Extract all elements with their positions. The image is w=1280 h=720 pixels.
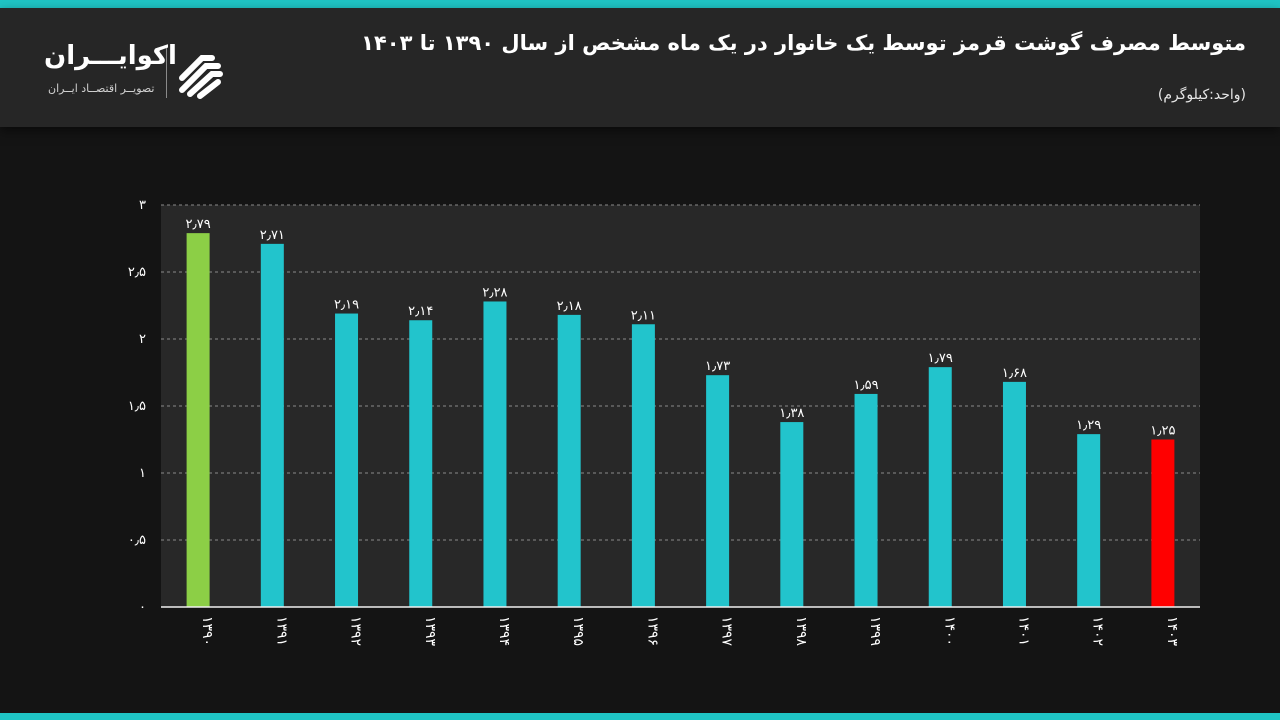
bar-value-label: ۲٫۲۸ (482, 285, 507, 300)
x-tick-label: ۱۳۹۶ (644, 616, 660, 646)
bar (557, 314, 581, 607)
bar-value-label: ۲٫۱۹ (334, 298, 359, 313)
bar (1077, 434, 1101, 607)
x-tick-label: ۱۳۹۷ (719, 616, 735, 647)
y-tick-label: ۲٫۵ (128, 265, 146, 280)
bar-value-label: ۱٫۵۹ (853, 378, 878, 393)
brand-logo-icon (179, 55, 223, 99)
x-tick-label: ۱۴۰۱ (1015, 616, 1031, 646)
bar (1151, 439, 1175, 607)
x-tick-label: ۱۳۹۹ (867, 616, 883, 646)
bar (854, 393, 878, 607)
bar-value-label: ۱٫۷۳ (705, 359, 730, 374)
bar (928, 367, 952, 607)
brand-tagline: تصویــر اقتصــاد ایــران (48, 82, 155, 95)
y-tick-label: ۰٫۵ (128, 533, 146, 548)
bar-value-label: ۱٫۷۹ (928, 351, 953, 366)
x-tick-label: ۱۴۰۰ (941, 616, 957, 646)
bar (483, 301, 507, 607)
x-tick-label: ۱۳۹۲ (348, 616, 364, 646)
bar (409, 320, 433, 607)
brand-divider (166, 48, 167, 98)
bar (186, 233, 210, 607)
bar-value-label: ۲٫۱۱ (631, 308, 656, 323)
x-tick-label: ۱۳۹۸ (793, 616, 809, 647)
top-accent-strip (0, 0, 1280, 8)
bar-value-label: ۱٫۲۹ (1076, 418, 1101, 433)
x-tick-label: ۱۳۹۴ (496, 616, 512, 646)
bar (260, 243, 284, 608)
bar (1002, 381, 1026, 607)
bar (631, 324, 655, 607)
chart-title: متوسط مصرف گوشت قرمز توسط یک خانوار در ی… (361, 31, 1246, 55)
y-tick-label: ۳ (139, 198, 146, 213)
bar-value-label: ۱٫۳۸ (779, 406, 804, 421)
header-bar: متوسط مصرف گوشت قرمز توسط یک خانوار در ی… (0, 8, 1280, 127)
bar-value-label: ۲٫۷۱ (260, 228, 285, 243)
x-tick-label: ۱۴۰۳ (1164, 616, 1180, 647)
bar (780, 422, 804, 607)
bar-value-label: ۱٫۶۸ (1002, 366, 1027, 381)
x-tick-label: ۱۳۹۵ (570, 616, 586, 646)
x-tick-label: ۱۳۹۱ (273, 616, 289, 646)
bar-value-label: ۲٫۱۸ (557, 299, 582, 314)
bar-value-label: ۲٫۱۴ (408, 304, 433, 319)
x-tick-label: ۱۴۰۲ (1090, 616, 1106, 646)
y-tick-label: ۱٫۵ (128, 399, 146, 414)
y-tick-label: ۱ (139, 466, 146, 481)
chart-unit-subtitle: (واحد:کیلوگرم) (1157, 87, 1246, 103)
x-tick-label: ۱۳۹۳ (422, 616, 438, 647)
bar-value-label: ۱٫۲۵ (1150, 424, 1175, 439)
x-tick-label: ۱۳۹۰ (199, 616, 215, 646)
bar (335, 313, 359, 607)
bar-value-label: ۲٫۷۹ (186, 217, 211, 232)
y-tick-label: ۲ (139, 332, 146, 347)
brand-name: اکوایـــران (44, 41, 177, 71)
bar (706, 375, 730, 607)
bottom-accent-strip (0, 713, 1280, 720)
y-tick-label: ۰ (139, 600, 146, 615)
